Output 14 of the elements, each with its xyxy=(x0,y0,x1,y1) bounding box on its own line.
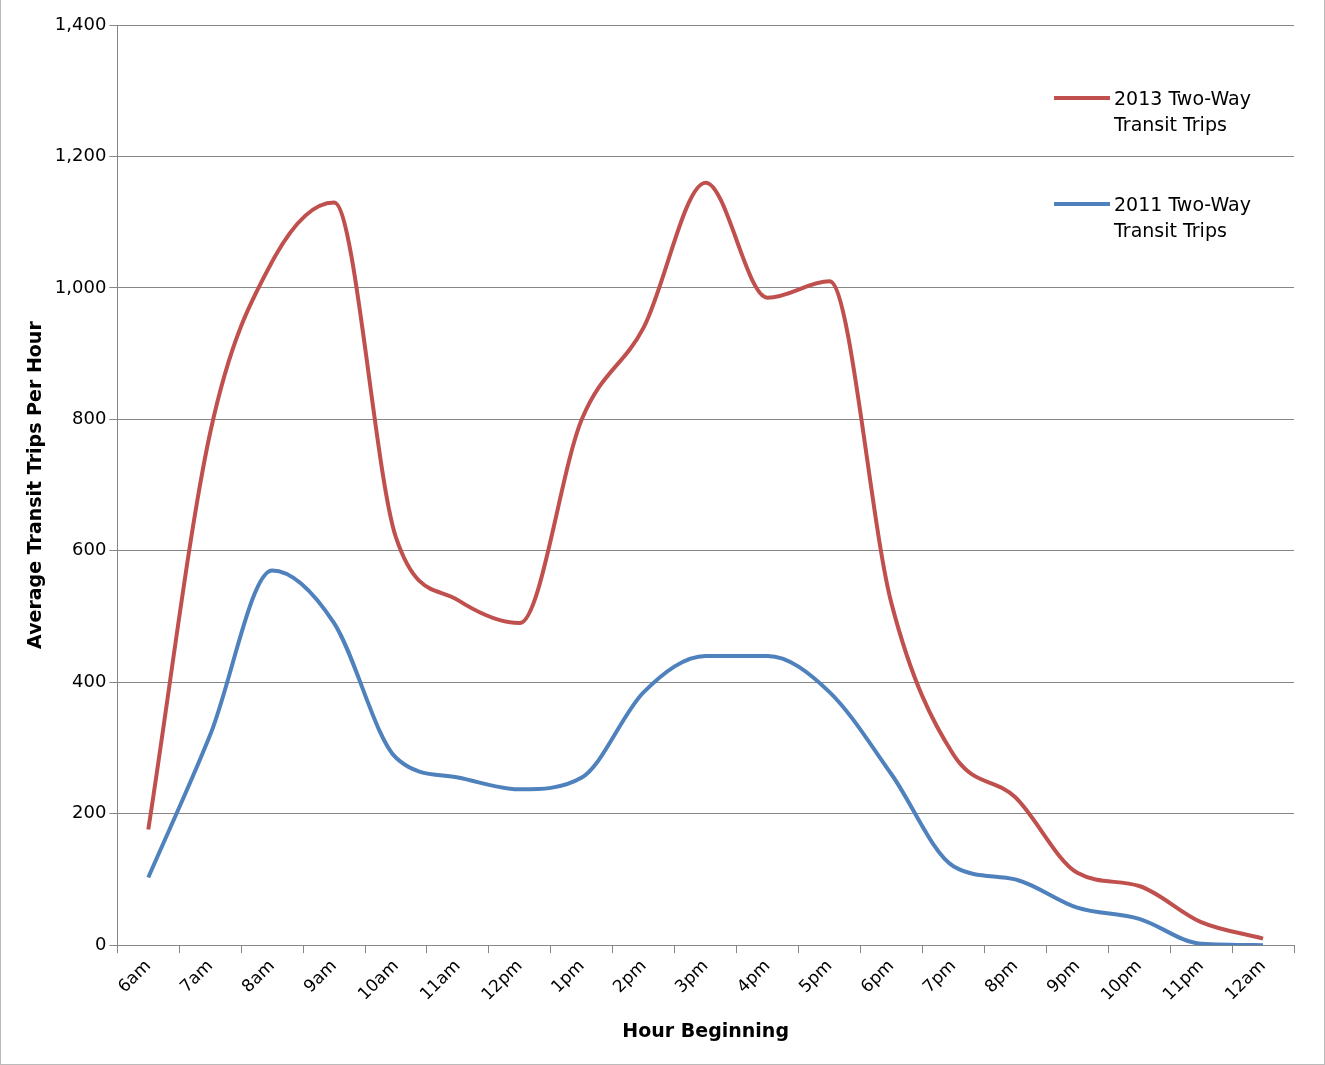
y-tick-label: 800 xyxy=(71,407,107,429)
y-tick-label: 1,000 xyxy=(54,275,107,297)
y-tick-label: 1,400 xyxy=(54,12,107,34)
y-tick-label: 200 xyxy=(71,801,107,823)
y-tick-label: 600 xyxy=(71,538,107,560)
line-series xyxy=(146,568,1266,946)
x-axis-title: Hour Beginning xyxy=(622,1018,789,1041)
legend-label: 2013 Two-Way Transit Trips xyxy=(1114,86,1252,137)
y-tick-label: 1,200 xyxy=(54,144,107,166)
legend-label: 2011 Two-Way Transit Trips xyxy=(1114,192,1252,243)
y-tick-label: 400 xyxy=(71,669,107,691)
line-series xyxy=(146,180,1266,941)
y-axis-title: Average Transit Trips Per Hour xyxy=(23,320,46,649)
y-tick-label: 0 xyxy=(94,932,107,954)
